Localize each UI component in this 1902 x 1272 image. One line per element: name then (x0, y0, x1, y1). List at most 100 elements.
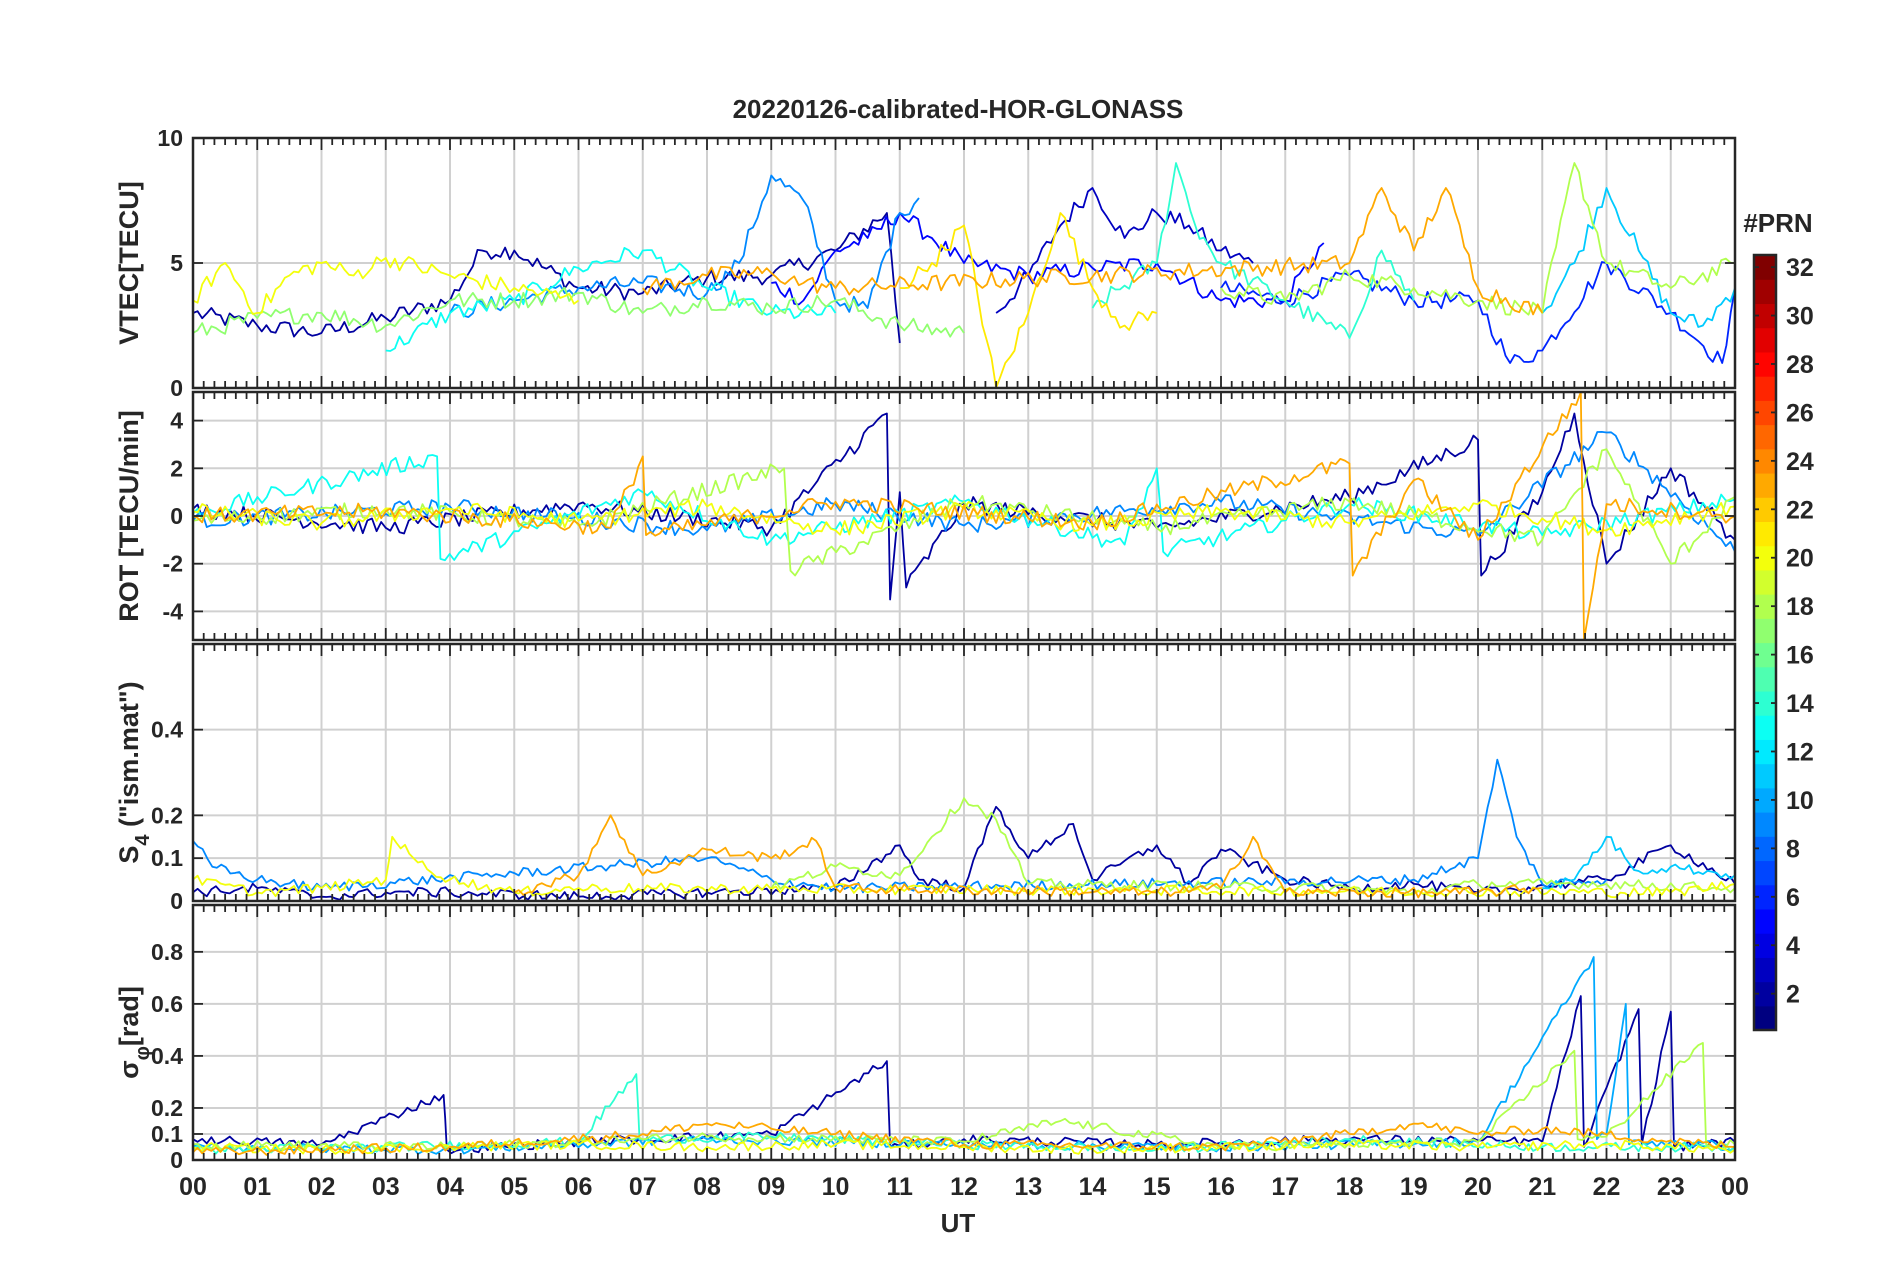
series-line-prn-11 (1542, 835, 1735, 890)
colorbar-segment (1754, 763, 1776, 789)
colorbar-tick-label: 20 (1786, 545, 1814, 573)
panel-minor-ticks (192, 905, 1736, 1161)
series-line-prn-9 (449, 174, 920, 318)
x-tick-label: 17 (1271, 1173, 1299, 1201)
x-tick-label: 02 (308, 1173, 336, 1201)
colorbar-segment (1754, 448, 1776, 474)
series-line-prn-9 (193, 758, 1608, 894)
x-tick-label: 05 (500, 1173, 528, 1201)
colorbar-tick-label: 28 (1786, 351, 1814, 379)
series-line-prn-13 (385, 247, 837, 352)
x-tick-labels: 00 01 02 03 04 05 06 07 08 09 10 11 12 13 14 15 16 17 18 19… (179, 1173, 1749, 1201)
panel-minor-ticks (192, 392, 1736, 640)
panel-rot: -4 -2 0 2 4 ROT [TECU/min] (114, 390, 1737, 642)
series-line-prn-18 (193, 448, 1735, 577)
panel-minor-ticks (192, 137, 1736, 389)
y-axis-label-sub: φ (132, 1046, 154, 1060)
colorbar-tick-label: 16 (1786, 642, 1814, 670)
x-tick-label: 03 (372, 1173, 400, 1201)
x-tick-label: 10 (822, 1173, 850, 1201)
series-line-prn-23 (193, 392, 1735, 640)
y-tick-label: -4 (163, 598, 184, 624)
y-tick-label: 0.4 (151, 717, 183, 743)
y-tick-label: 0 (170, 503, 183, 529)
x-tick-label: 11 (887, 1173, 914, 1201)
y-axis-label-main: σ (114, 1060, 144, 1078)
series-line-prn-18 (770, 797, 1735, 896)
panel-minor-ticks (192, 644, 1736, 902)
series-line-prn-18 (1220, 162, 1735, 316)
x-tick-label: 08 (693, 1173, 721, 1201)
colorbar-segment (1754, 1005, 1776, 1031)
panel-data-lines (193, 162, 1735, 388)
y-tick-label: -2 (163, 551, 183, 577)
series-line-prn-21 (899, 212, 1158, 388)
colorbar-segment (1754, 908, 1776, 934)
colorbar-segment (1754, 327, 1776, 353)
colorbar-tick-label: 10 (1786, 787, 1814, 815)
colorbar-segment (1754, 424, 1776, 450)
colorbar-segment (1754, 787, 1776, 813)
y-tick-label: 0 (170, 375, 183, 401)
x-tick-label: 07 (629, 1173, 657, 1201)
y-tick-label: 0 (170, 888, 183, 914)
y-axis-label: σφ[rad] (114, 986, 154, 1079)
y-tick-label: 5 (170, 250, 183, 276)
x-axis-label: UT (941, 1208, 976, 1238)
y-tick-label: 2 (170, 455, 183, 481)
colorbar-tick-label: 2 (1786, 981, 1800, 1009)
colorbar-segment (1754, 957, 1776, 983)
x-tick-label: 19 (1400, 1173, 1428, 1201)
y-tick-label: 0.8 (151, 939, 183, 965)
colorbar-tick-label: 24 (1786, 448, 1814, 476)
series-line-prn-20 (193, 256, 580, 315)
series-line-prn-11 (1541, 187, 1735, 328)
y-axis-label-sub: 4 (132, 834, 154, 846)
panel-s4: 00.10.20.4S4 ("ism.mat") (114, 642, 1737, 914)
series-line-prn-20 (193, 498, 1735, 537)
series-line-prn-2 (193, 212, 901, 344)
y-axis-label: S4 ("ism.mat") (114, 681, 154, 863)
colorbar-segment (1754, 836, 1776, 862)
colorbar-segment (1754, 351, 1776, 377)
colorbar-segment (1754, 545, 1776, 571)
y-tick-label: 10 (157, 125, 183, 151)
x-tick-label: 15 (1143, 1173, 1171, 1201)
x-tick-label: 22 (1593, 1173, 1621, 1201)
y-axis-label: VTEC[TECU] (114, 181, 144, 345)
series-line-prn-23 (193, 1121, 1735, 1156)
colorbar-frame (1752, 253, 1778, 1032)
chart-title: 20220126-calibrated-HOR-GLONASS (733, 94, 1184, 124)
y-tick-label: 0.4 (151, 1043, 183, 1069)
colorbar-label: #PRN (1743, 208, 1812, 238)
x-tick-label: 14 (1079, 1173, 1107, 1201)
x-tick-label: 09 (757, 1173, 785, 1201)
y-axis-label-rest: [rad] (114, 986, 144, 1046)
panel-vtec: 0 5 10 VTEC[TECU] (114, 125, 1737, 401)
colorbar-segment (1754, 739, 1776, 765)
colorbar-segment (1754, 497, 1776, 523)
y-tick-label: 0.6 (151, 991, 183, 1017)
colorbar-segment (1754, 376, 1776, 401)
colorbar-tick-label: 22 (1786, 496, 1814, 524)
x-tick-label: 20 (1464, 1173, 1492, 1201)
colorbar-segment (1754, 569, 1776, 595)
colorbar-segment (1754, 400, 1776, 426)
colorbar-segment (1754, 618, 1776, 644)
colorbar-segment (1754, 666, 1776, 692)
colorbar-segment (1754, 981, 1776, 1007)
x-tick-label: 06 (565, 1173, 593, 1201)
y-tick-label: 0.1 (151, 1121, 183, 1147)
panel-data-lines (193, 392, 1735, 640)
x-tick-label: 13 (1014, 1173, 1042, 1201)
colorbar-tick-label: 32 (1786, 254, 1814, 282)
y-tick-label: 0 (170, 1147, 183, 1173)
colorbar-tick-label: 8 (1786, 835, 1800, 863)
series-line-prn-14 (1091, 162, 1415, 339)
y-axis-label-main: S (114, 846, 144, 864)
colorbar-segment (1754, 279, 1776, 305)
colorbar-segment (1754, 594, 1776, 619)
y-axis-label: ROT [TECU/min] (114, 410, 144, 621)
